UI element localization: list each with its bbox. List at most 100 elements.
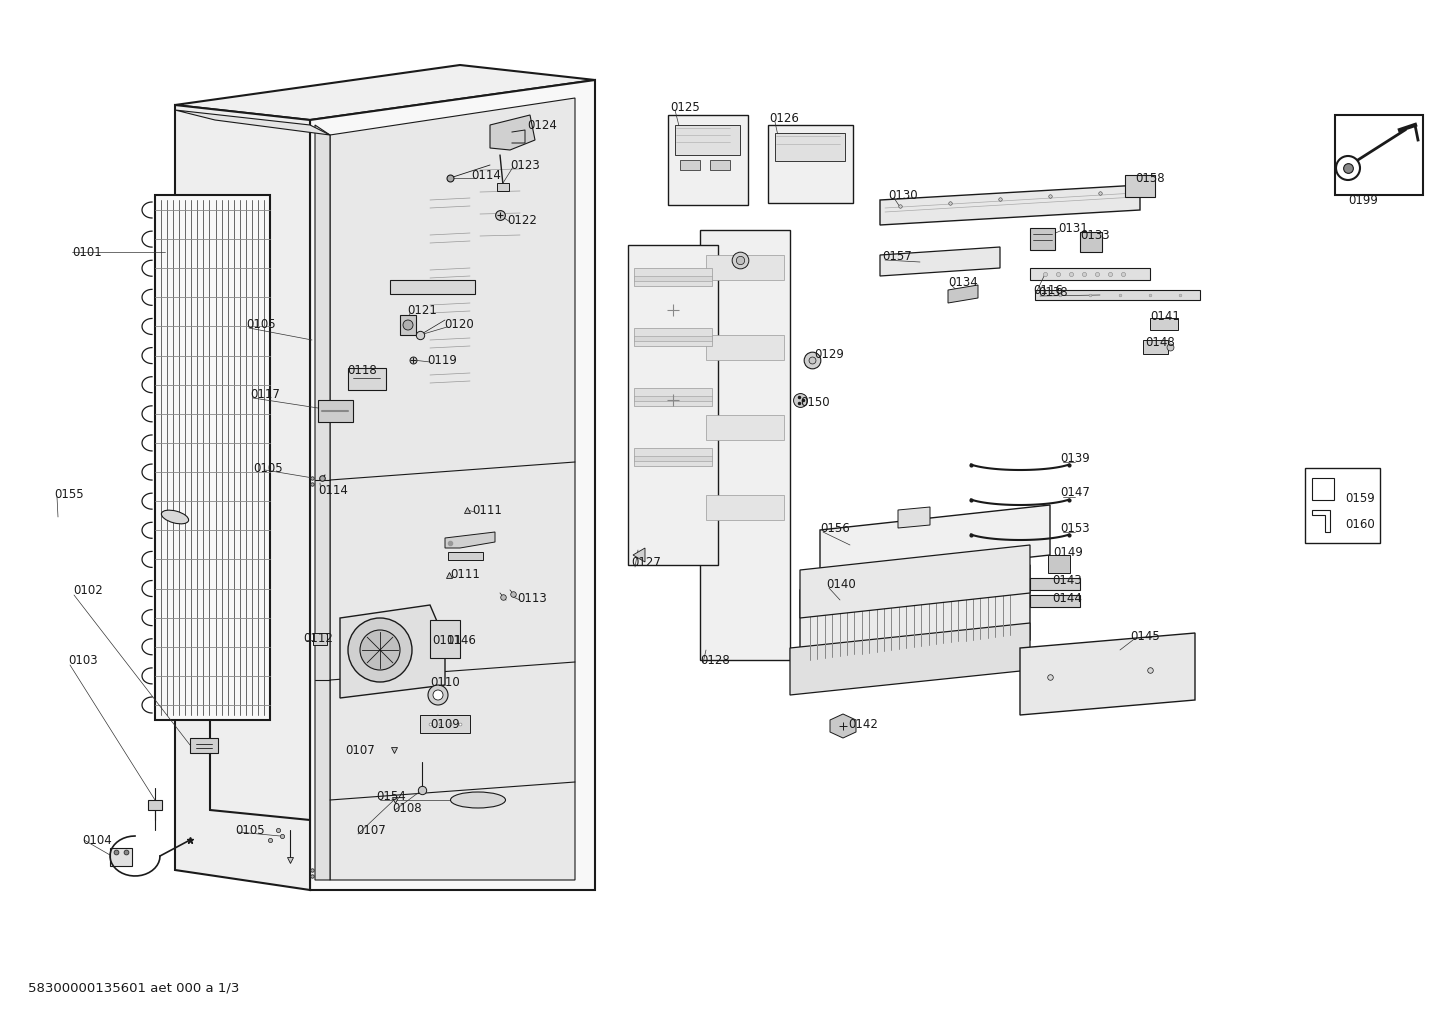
Text: 0105: 0105 <box>247 319 275 331</box>
Text: 0108: 0108 <box>392 802 421 814</box>
Polygon shape <box>880 185 1141 225</box>
Circle shape <box>360 630 399 671</box>
Bar <box>1030 268 1151 280</box>
Text: 0153: 0153 <box>1060 522 1090 535</box>
Bar <box>149 800 162 810</box>
Text: 0119: 0119 <box>427 354 457 367</box>
Text: 0126: 0126 <box>769 111 799 124</box>
Ellipse shape <box>450 792 506 808</box>
Polygon shape <box>340 605 446 698</box>
Text: 0131: 0131 <box>1058 221 1087 234</box>
Polygon shape <box>947 285 978 303</box>
Bar <box>634 328 712 346</box>
Text: 0156: 0156 <box>820 522 849 535</box>
Bar <box>399 315 415 335</box>
Text: 0150: 0150 <box>800 396 829 410</box>
Text: 0111: 0111 <box>472 503 502 517</box>
Bar <box>774 133 845 161</box>
Text: 0117: 0117 <box>249 388 280 401</box>
Text: 0113: 0113 <box>518 591 547 604</box>
Bar <box>1030 578 1080 590</box>
Bar <box>1030 595 1080 607</box>
Bar <box>634 455 712 461</box>
Polygon shape <box>790 623 1030 695</box>
Bar <box>681 160 699 170</box>
Polygon shape <box>310 81 596 890</box>
Text: 0110: 0110 <box>430 676 460 689</box>
Polygon shape <box>314 125 330 880</box>
Bar <box>769 125 854 203</box>
Text: 0144: 0144 <box>1053 591 1082 604</box>
Polygon shape <box>880 247 999 276</box>
Polygon shape <box>490 115 535 150</box>
Polygon shape <box>330 98 575 880</box>
Text: 0141: 0141 <box>1151 310 1180 322</box>
Bar <box>319 400 353 422</box>
Bar <box>110 848 133 866</box>
Circle shape <box>1335 156 1360 180</box>
Bar <box>1030 228 1056 250</box>
Polygon shape <box>1312 510 1330 532</box>
Text: 0127: 0127 <box>632 556 660 570</box>
Bar <box>1125 175 1155 197</box>
Bar <box>668 115 748 205</box>
Text: 0105: 0105 <box>252 462 283 475</box>
Bar <box>707 415 784 440</box>
Text: 0124: 0124 <box>526 118 557 131</box>
Polygon shape <box>800 565 1030 665</box>
Bar <box>675 125 740 155</box>
Text: 0104: 0104 <box>82 834 111 847</box>
Bar <box>699 230 790 660</box>
Circle shape <box>348 618 412 682</box>
Text: 0140: 0140 <box>826 579 855 591</box>
Text: 0111: 0111 <box>433 634 461 646</box>
Polygon shape <box>174 105 310 890</box>
Text: 58300000135601 aet 000 a 1/3: 58300000135601 aet 000 a 1/3 <box>27 981 239 995</box>
Text: 0146: 0146 <box>446 634 476 646</box>
Text: 0134: 0134 <box>947 275 978 288</box>
Text: 0102: 0102 <box>74 584 102 596</box>
Text: 0148: 0148 <box>1145 335 1175 348</box>
Polygon shape <box>633 548 645 562</box>
Text: 0154: 0154 <box>376 791 405 804</box>
Circle shape <box>402 320 412 330</box>
Text: 0130: 0130 <box>888 189 917 202</box>
Text: 0107: 0107 <box>345 744 375 756</box>
Polygon shape <box>174 110 330 135</box>
Text: 0145: 0145 <box>1131 631 1159 644</box>
Text: 0114: 0114 <box>472 168 500 181</box>
Polygon shape <box>898 507 930 528</box>
Text: 0109: 0109 <box>430 718 460 732</box>
Bar <box>448 552 483 560</box>
Bar <box>1144 340 1168 354</box>
Text: 0123: 0123 <box>510 159 539 171</box>
Text: 0139: 0139 <box>1060 451 1090 465</box>
Text: 0103: 0103 <box>68 653 98 666</box>
Text: 0114: 0114 <box>319 483 348 496</box>
Bar <box>707 495 784 520</box>
Text: 0129: 0129 <box>813 348 844 362</box>
Polygon shape <box>820 505 1050 580</box>
Text: 0128: 0128 <box>699 653 730 666</box>
Bar <box>1305 468 1380 543</box>
Bar <box>1335 115 1423 195</box>
Text: 0116: 0116 <box>1032 283 1063 297</box>
Text: 0158: 0158 <box>1135 171 1165 184</box>
Circle shape <box>428 685 448 705</box>
Polygon shape <box>800 545 1030 618</box>
Text: 0142: 0142 <box>848 717 878 731</box>
Text: 0133: 0133 <box>1080 228 1110 242</box>
Polygon shape <box>174 65 596 120</box>
Bar <box>634 276 712 281</box>
Polygon shape <box>831 714 857 738</box>
Circle shape <box>433 690 443 700</box>
Polygon shape <box>154 195 270 720</box>
Text: 0121: 0121 <box>407 304 437 317</box>
Ellipse shape <box>162 511 189 524</box>
Text: 0101: 0101 <box>72 246 102 259</box>
Bar <box>430 620 460 658</box>
Bar <box>634 388 712 406</box>
Bar <box>629 245 718 565</box>
Bar <box>707 255 784 280</box>
Text: 0143: 0143 <box>1053 574 1082 587</box>
